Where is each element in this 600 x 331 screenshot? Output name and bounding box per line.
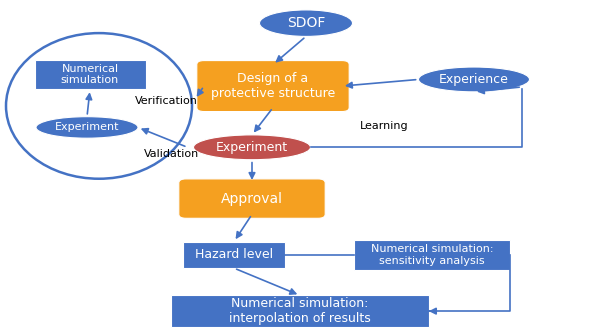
Text: Hazard level: Hazard level <box>195 248 273 261</box>
FancyBboxPatch shape <box>179 179 325 218</box>
Text: Numerical simulation:
interpolation of results: Numerical simulation: interpolation of r… <box>229 297 371 325</box>
Text: Experiment: Experiment <box>55 122 119 132</box>
FancyBboxPatch shape <box>197 61 349 112</box>
FancyBboxPatch shape <box>183 242 285 268</box>
Text: Design of a
protective structure: Design of a protective structure <box>211 72 335 100</box>
Text: Experience: Experience <box>439 73 509 86</box>
Text: SDOF: SDOF <box>287 16 325 30</box>
Text: Experiment: Experiment <box>216 141 288 154</box>
Text: Approval: Approval <box>221 192 283 206</box>
Ellipse shape <box>36 117 138 138</box>
FancyBboxPatch shape <box>35 60 146 89</box>
FancyBboxPatch shape <box>171 296 429 327</box>
Text: Validation: Validation <box>144 149 199 159</box>
Text: Numerical simulation:
sensitivity analysis: Numerical simulation: sensitivity analys… <box>371 244 493 266</box>
Ellipse shape <box>260 10 353 36</box>
Ellipse shape <box>193 135 311 160</box>
FancyBboxPatch shape <box>354 240 510 270</box>
Text: Numerical
simulation: Numerical simulation <box>61 64 119 85</box>
Text: Verification: Verification <box>135 96 198 106</box>
Ellipse shape <box>419 67 530 92</box>
Ellipse shape <box>6 33 192 179</box>
Text: Learning: Learning <box>360 121 409 131</box>
